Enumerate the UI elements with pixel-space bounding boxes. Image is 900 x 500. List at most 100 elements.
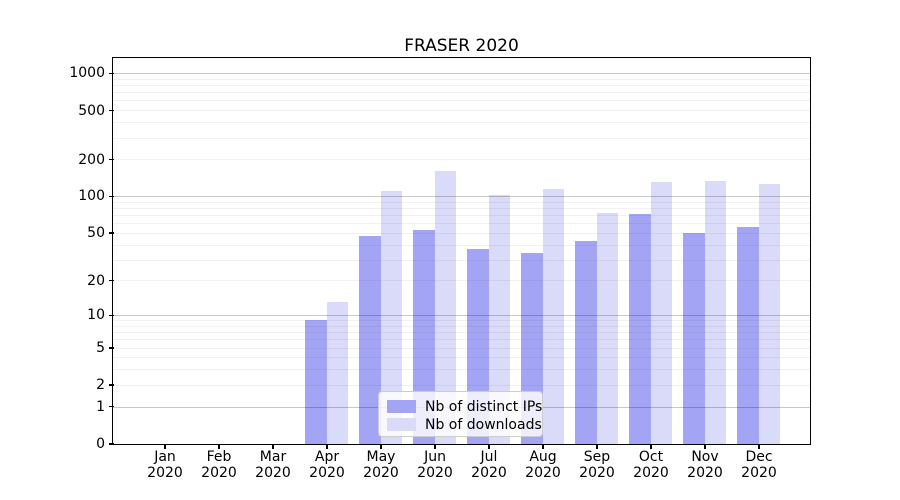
x-tick-year: 2020 <box>147 464 183 481</box>
plot-area <box>112 56 811 445</box>
gridline-minor-900 <box>113 78 810 80</box>
bar-downloads-apr <box>326 302 349 444</box>
bar-distinct-ips-dec <box>737 226 759 444</box>
gridline-minor-4 <box>113 357 810 359</box>
y-tick-label-0: 0 <box>96 436 105 452</box>
x-tick-year: 2020 <box>633 464 669 481</box>
bar-downloads-dec <box>758 183 781 444</box>
x-tick-year: 2020 <box>579 464 615 481</box>
x-tick-label-mar: Mar 2020 <box>241 449 305 482</box>
y-tick-mark-200 <box>108 158 114 161</box>
y-tick-mark-100 <box>108 195 114 198</box>
x-tick-label-dec: Dec 2020 <box>727 449 791 482</box>
x-tick-label-oct: Oct 2020 <box>619 449 683 482</box>
legend-swatch-distinct-ips <box>387 400 416 413</box>
x-tick-mark-sep <box>596 444 598 449</box>
bar-distinct-ips-may <box>359 236 381 444</box>
x-tick-year: 2020 <box>255 464 291 481</box>
y-tick-label-10: 10 <box>87 307 105 324</box>
x-tick-month: Jun <box>424 449 446 465</box>
legend: Nb of distinct IPs Nb of downloads <box>378 391 543 437</box>
y-tick-mark-500 <box>108 109 114 112</box>
y-tick-label-50: 50 <box>87 225 105 242</box>
gridline-minor-3 <box>113 369 810 371</box>
y-tick-mark-2 <box>108 384 114 386</box>
x-tick-mark-apr <box>326 444 328 449</box>
x-tick-year: 2020 <box>687 464 723 481</box>
gridline-minor-70 <box>113 215 810 217</box>
x-tick-mark-feb <box>218 444 220 449</box>
x-tick-year: 2020 <box>525 464 561 481</box>
x-tick-month: Mar <box>259 449 287 465</box>
legend-item-distinct-ips: Nb of distinct IPs <box>387 398 542 415</box>
y-tick-mark-1000 <box>108 72 114 75</box>
gridline-minor-9 <box>113 320 810 322</box>
x-tick-month: Jan <box>154 449 176 465</box>
bar-downloads-aug <box>542 188 565 444</box>
gridline-minor-7 <box>113 332 810 334</box>
bar-distinct-ips-oct <box>629 214 651 444</box>
gridline-minor-300 <box>113 137 810 139</box>
x-tick-mark-aug <box>542 444 544 449</box>
bar-distinct-ips-jun <box>413 229 435 444</box>
x-tick-mark-oct <box>650 444 652 449</box>
x-tick-mark-jul <box>488 444 490 449</box>
x-tick-mark-dec <box>758 444 760 449</box>
x-tick-mark-mar <box>272 444 274 449</box>
gridline-minor-90 <box>113 201 810 203</box>
y-tick-label-2: 2 <box>96 377 105 394</box>
y-tick-label-20: 20 <box>87 272 105 289</box>
x-tick-month: Oct <box>638 449 664 465</box>
y-tick-label-1000: 1000 <box>69 65 105 82</box>
bar-downloads-oct <box>650 182 673 444</box>
legend-label-downloads: Nb of downloads <box>425 416 542 433</box>
bar-distinct-ips-apr <box>305 320 327 444</box>
x-tick-label-jul: Jul 2020 <box>457 449 521 482</box>
x-tick-mark-nov <box>704 444 706 449</box>
bar-distinct-ips-sep <box>575 240 597 444</box>
y-tick-mark-0 <box>108 443 114 445</box>
x-tick-label-feb: Feb 2020 <box>187 449 251 482</box>
gridline-major-100 <box>113 196 810 198</box>
bar-downloads-jul <box>488 195 511 444</box>
gridline-major-1000 <box>113 73 810 75</box>
x-tick-month: Nov <box>691 449 719 465</box>
x-tick-label-jun: Jun 2020 <box>403 449 467 482</box>
chart-title: FRASER 2020 <box>404 36 519 56</box>
gridline-major-10 <box>113 315 810 317</box>
gridline-minor-400 <box>113 122 810 124</box>
x-tick-label-jan: Jan 2020 <box>133 449 197 482</box>
x-tick-month: Apr <box>314 449 340 465</box>
bar-distinct-ips-nov <box>683 232 705 444</box>
gridline-minor-40 <box>113 244 810 246</box>
gridline-minor-20 <box>113 280 810 282</box>
y-tick-mark-5 <box>108 347 114 349</box>
gridline-minor-8 <box>113 325 810 327</box>
x-tick-month: Sep <box>583 449 611 465</box>
gridline-minor-600 <box>113 100 810 102</box>
x-tick-label-aug: Aug 2020 <box>511 449 575 482</box>
x-tick-mark-jun <box>434 444 436 449</box>
x-tick-mark-may <box>380 444 382 449</box>
y-tick-label-500: 500 <box>78 102 105 119</box>
y-tick-label-100: 100 <box>78 188 105 205</box>
gridline-minor-800 <box>113 85 810 87</box>
x-tick-month: Jul <box>480 449 498 465</box>
y-tick-mark-1 <box>108 406 114 408</box>
gridline-minor-60 <box>113 223 810 225</box>
gridline-minor-50 <box>113 232 810 234</box>
gridline-minor-200 <box>113 159 810 161</box>
x-tick-year: 2020 <box>201 464 237 481</box>
x-tick-month: Dec <box>745 449 773 465</box>
y-tick-mark-20 <box>108 280 114 282</box>
y-tick-label-200: 200 <box>78 151 105 168</box>
gridline-minor-6 <box>113 339 810 341</box>
x-tick-month: Aug <box>529 449 557 465</box>
legend-item-downloads: Nb of downloads <box>387 416 542 433</box>
x-tick-year: 2020 <box>363 464 399 481</box>
gridline-minor-30 <box>113 259 810 261</box>
x-tick-year: 2020 <box>471 464 507 481</box>
x-tick-year: 2020 <box>417 464 453 481</box>
x-tick-label-nov: Nov 2020 <box>673 449 737 482</box>
x-tick-year: 2020 <box>309 464 345 481</box>
